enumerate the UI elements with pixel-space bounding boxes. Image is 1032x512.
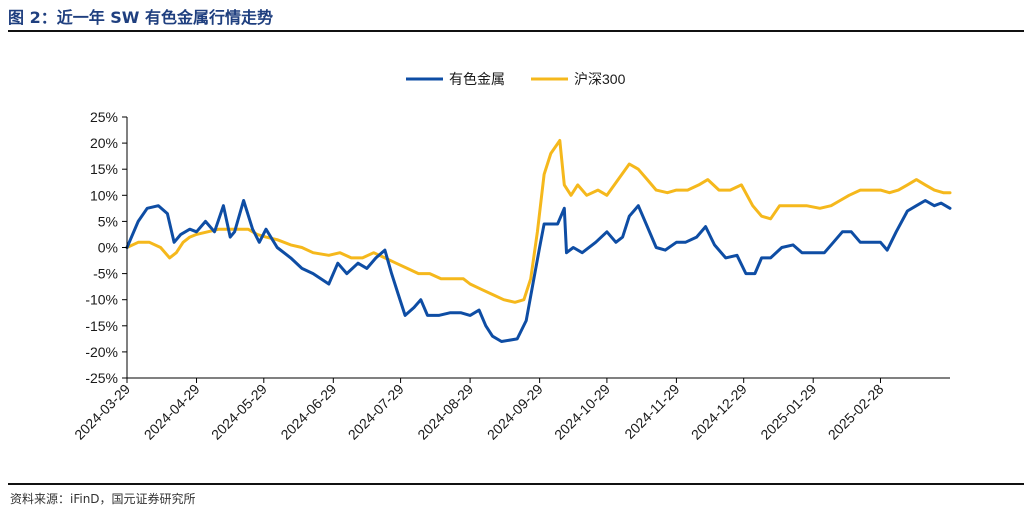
x-tick-label: 2024-04-29 [141, 381, 203, 443]
y-tick-label: 0% [98, 240, 118, 256]
x-tick-label: 2024-12-29 [688, 381, 750, 443]
x-tick-label: 2024-11-29 [621, 381, 682, 442]
y-tick-label: 25% [90, 109, 118, 125]
legend-label-1: 沪深300 [574, 71, 626, 87]
y-tick-label: 20% [90, 135, 118, 151]
y-tick-label: 5% [98, 213, 118, 229]
series-layer [125, 139, 952, 343]
x-tick-label: 2024-05-29 [208, 381, 270, 443]
axes-layer: 25%20%15%10%5%0%-5%-10%-15%-20%-25%2024-… [71, 109, 950, 443]
x-tick-label: 2024-03-29 [71, 381, 133, 443]
x-tick-label: 2024-09-29 [484, 381, 546, 443]
series-line-0 [125, 199, 952, 343]
y-tick-label: 15% [90, 161, 118, 177]
legend-label-0: 有色金属 [449, 71, 505, 87]
x-tick-label: 2024-10-29 [551, 381, 613, 443]
x-tick-label: 2025-02-28 [825, 381, 887, 443]
x-tick-label: 2024-06-29 [277, 381, 339, 443]
y-tick-label: -5% [93, 266, 118, 282]
x-tick-label: 2024-07-29 [345, 381, 407, 443]
source-note: 资料来源：iFinD，国元证券研究所 [10, 492, 196, 506]
x-tick-label: 2025-01-29 [757, 381, 819, 443]
source-rule [8, 483, 1024, 485]
y-tick-label: -15% [85, 318, 118, 334]
y-tick-label: -10% [85, 292, 118, 308]
y-tick-label: -20% [85, 344, 118, 360]
figure-title: 图 2：近一年 SW 有色金属行情走势 [8, 8, 274, 27]
title-rule [8, 30, 1024, 32]
y-tick-label: 10% [90, 187, 118, 203]
x-tick-label: 2024-08-29 [414, 381, 476, 443]
y-tick-label: -25% [85, 370, 118, 386]
chart-legend: 有色金属 沪深300 [406, 71, 626, 87]
